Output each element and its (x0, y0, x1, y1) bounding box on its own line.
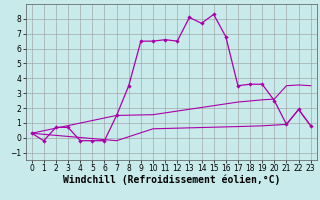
X-axis label: Windchill (Refroidissement éolien,°C): Windchill (Refroidissement éolien,°C) (62, 175, 280, 185)
